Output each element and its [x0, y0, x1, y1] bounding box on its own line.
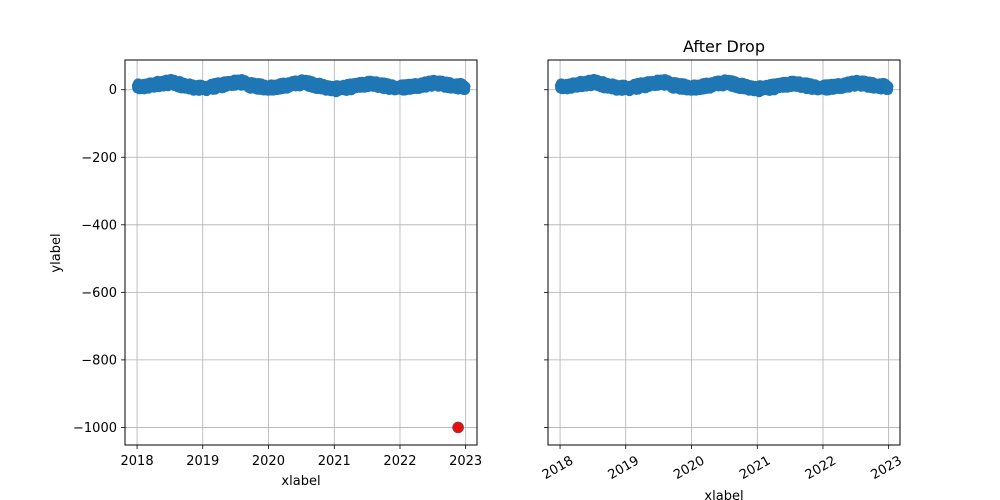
left-x-axis-label: xlabel — [281, 474, 320, 489]
x-tick-label: 2019 — [186, 454, 219, 469]
right-grid — [548, 60, 900, 445]
right-scatter-points — [554, 73, 894, 98]
y-tick-label: −600 — [81, 286, 117, 301]
right-plot-background — [548, 60, 900, 445]
right-x-axis-label: xlabel — [704, 489, 743, 500]
left-scatter-points — [131, 73, 471, 434]
x-tick-label: 2022 — [803, 453, 839, 483]
left-plot-background — [125, 60, 477, 445]
left-grid — [125, 60, 477, 445]
x-tick-label: 2020 — [252, 454, 285, 469]
right-chart-title: After Drop — [683, 37, 765, 56]
y-tick-label: −400 — [81, 218, 117, 233]
y-tick-label: −1000 — [73, 421, 117, 436]
scatter-point — [460, 81, 471, 92]
left-y-axis-label: ylabel — [49, 233, 64, 272]
x-tick-label: 2021 — [737, 453, 773, 483]
x-tick-label: 2018 — [121, 454, 154, 469]
x-tick-label: 2022 — [383, 454, 416, 469]
right-y-ticks — [544, 89, 548, 428]
right-plot-frame — [547, 59, 901, 446]
y-tick-label: −800 — [81, 353, 117, 368]
right-x-ticks: 2018 2019 2020 2021 2022 2023 — [540, 445, 905, 483]
left-plot-frame — [124, 59, 478, 446]
x-tick-label: 2021 — [318, 454, 351, 469]
x-tick-label: 2018 — [540, 453, 576, 483]
y-tick-label: 0 — [109, 83, 117, 98]
left-y-ticks: 0 −200 −400 −600 −800 −1000 — [73, 83, 125, 436]
left-x-ticks: 2018 2019 2020 2021 2022 2023 — [121, 445, 482, 469]
outlier-point — [452, 421, 464, 434]
left-subplot: 2018 2019 2020 2021 2022 2023 0 −200 −400 −600 −8… — [49, 59, 482, 489]
right-subplot: 2018 2019 2020 2021 2022 2023 After Drop xlab… — [540, 37, 905, 500]
scatter-point — [883, 81, 894, 92]
x-tick-label: 2019 — [606, 453, 642, 483]
x-tick-label: 2023 — [449, 454, 482, 469]
y-tick-label: −200 — [81, 151, 117, 166]
x-tick-label: 2020 — [671, 453, 707, 483]
x-tick-label: 2023 — [869, 453, 905, 483]
